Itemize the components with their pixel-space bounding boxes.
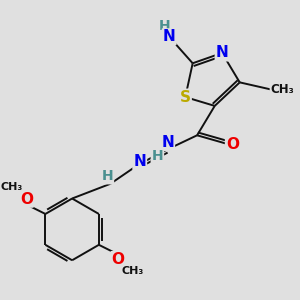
Text: O: O: [226, 136, 239, 152]
Text: N: N: [163, 29, 175, 44]
Text: H: H: [152, 149, 163, 163]
Text: CH₃: CH₃: [122, 266, 144, 276]
Text: H: H: [102, 169, 113, 184]
Text: N: N: [216, 46, 229, 61]
Text: N: N: [161, 135, 174, 150]
Text: CH₃: CH₃: [1, 182, 23, 193]
Text: N: N: [134, 154, 146, 169]
Text: O: O: [20, 192, 33, 207]
Text: CH₃: CH₃: [271, 83, 294, 96]
Text: H: H: [159, 19, 171, 33]
Text: O: O: [112, 252, 124, 267]
Text: S: S: [180, 90, 191, 105]
